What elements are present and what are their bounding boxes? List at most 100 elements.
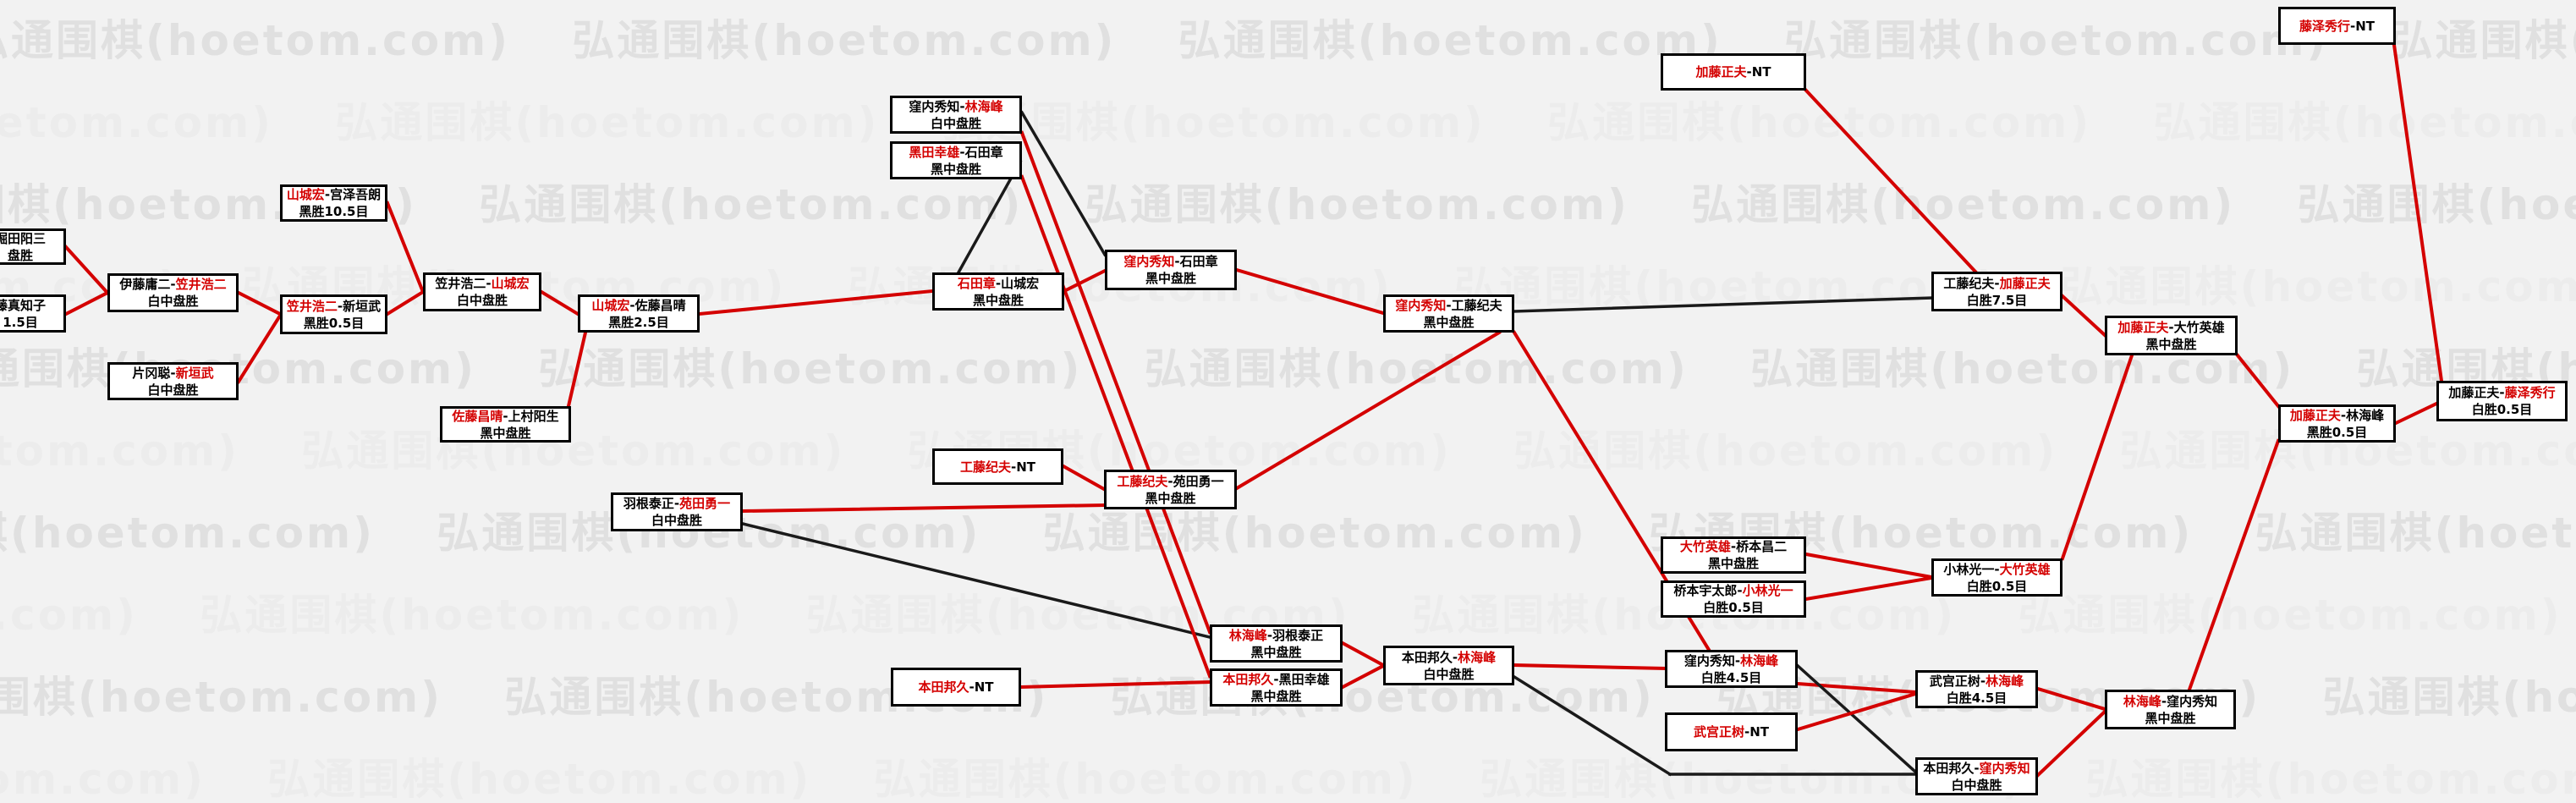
winner-path-line	[1062, 268, 1107, 294]
winner-path-line	[2187, 438, 2281, 692]
watermark-text: 弘通围棋(hoetom.com) 弘通围棋(hoetom.com) 弘通围棋(h…	[0, 426, 2576, 476]
winner-path-line	[539, 289, 580, 316]
match-box-kudo-kato: 工藤纪夫-加藤正夫 白胜7.5目	[1931, 272, 2062, 311]
winner-path-line	[1804, 88, 1978, 274]
player-name: -NT	[1746, 64, 1771, 80]
match-pairing: 桥本宇太郎-小林光一	[1673, 582, 1793, 599]
winner-path-line	[63, 245, 110, 295]
player-name: -黑田幸雄	[1273, 671, 1330, 687]
match-box-rin-hane: 林海峰-羽根泰正 黑中盘胜	[1210, 624, 1343, 663]
match-box-kubouchi-rin-1: 窪内秀知-林海峰 白中盘胜	[890, 96, 1022, 134]
loser-path-line	[1793, 662, 1918, 774]
match-result: 白中盘胜	[930, 115, 981, 131]
winner-path-line	[1340, 641, 1386, 668]
match-result: 白胜4.5目	[1700, 669, 1762, 685]
match-pairing: 武宫正树-林海峰	[1930, 673, 2024, 690]
match-pairing: 工藤纪夫-苑田勇一	[1117, 473, 1223, 490]
match-result: 白中盘胜	[456, 293, 508, 308]
winner-path-line	[1795, 691, 1918, 732]
match-box-kudo-sonoda: 工藤纪夫-苑田勇一 黑中盘胜	[1104, 470, 1237, 509]
match-pairing: 本田邦久-林海峰	[1402, 649, 1496, 666]
player-name: -大竹英雄	[2168, 319, 2225, 335]
winner-path-line	[1234, 267, 1386, 316]
match-box-kato-fujisawa: 加藤正夫-藤泽秀行 白胜0.5目	[2436, 381, 2568, 421]
player-name: 片冈聪-	[132, 365, 176, 381]
winner-path-line	[236, 290, 283, 316]
match-result: 黑胜2.5目	[608, 314, 669, 330]
match-result: 白中盘胜	[1951, 777, 2002, 793]
match-result: 白中盘胜	[147, 294, 199, 309]
winner-path-line	[2235, 353, 2281, 409]
winner-name: 笠井浩二	[286, 298, 338, 314]
winner-path-line	[1019, 130, 1212, 635]
match-box-honda-kuroda: 本田邦久-黑田幸雄 黑中盘胜	[1210, 668, 1343, 707]
match-pairing: 本田邦久-黑田幸雄	[1222, 671, 1329, 688]
player-name: 伊藤庸二-	[119, 277, 176, 292]
match-pairing: 山城宏-佐藤昌晴	[591, 297, 685, 314]
player-name: -石田章	[959, 144, 1003, 160]
match-pairing: 窪内秀知-林海峰	[1684, 652, 1778, 669]
player-name: 本田邦久-	[1923, 760, 1980, 776]
player-name: -桥本昌二	[1730, 539, 1788, 554]
winner-name: 工藤纪夫	[959, 459, 1011, 475]
winner-name: 藤泽秀行	[2504, 385, 2556, 400]
loser-path-line	[1513, 296, 1933, 313]
match-box-kubouchi-kudo: 窪内秀知-工藤纪夫 黑中盘胜	[1383, 294, 1514, 333]
match-pairing: 加藤正夫-藤泽秀行	[2448, 384, 2555, 401]
match-result: 白胜4.5目	[1946, 690, 2008, 706]
winner-name: 本田邦久	[1222, 671, 1274, 687]
winner-name: 本田邦久	[918, 679, 969, 695]
match-box-ishida-yamashiro: 石田章-山城宏 黑中盘胜	[932, 272, 1064, 311]
match-box-kato-nt: 加藤正夫-NT	[1661, 53, 1806, 91]
winner-name: 藤泽秀行	[2299, 18, 2350, 34]
player-name: -佐藤昌晴	[629, 297, 686, 313]
player-name: -上村阳生	[503, 408, 559, 424]
winner-path-line	[1019, 679, 1212, 690]
player-name: -石田章	[1174, 254, 1218, 269]
winner-name: 林海峰	[2123, 693, 2161, 709]
winner-path-line	[2060, 294, 2107, 338]
winner-name: 大竹英雄	[1679, 539, 1731, 554]
player-name: 本田邦久-	[1401, 649, 1458, 665]
match-result: 白胜7.5目	[1966, 292, 2028, 308]
match-box-hane-sonoda: 羽根泰正-苑田勇一 白中盘胜	[611, 492, 743, 531]
match-pairing: 工藤纪夫-加藤正夫	[1943, 275, 2050, 292]
match-pairing: 藤泽秀行-NT	[2299, 18, 2375, 35]
player-name: 桥本宇太郎-	[1673, 583, 1743, 598]
player-name: 笠井浩二-	[435, 276, 492, 291]
winner-name: 苑田勇一	[679, 496, 731, 511]
match-pairing: 羽根泰正-苑田勇一	[623, 495, 730, 512]
match-box-sato-uemura: 佐藤昌晴-上村阳生 黑中盘胜	[440, 406, 571, 443]
winner-name: 加藤正夫	[1695, 64, 1747, 80]
match-pairing: 佐藤昌晴-上村阳生	[452, 408, 558, 425]
match-pairing: 窪内秀知-工藤纪夫	[1395, 297, 1502, 314]
match-result: 黑中盘胜	[2145, 336, 2197, 352]
player-name: -山城宏	[995, 275, 1040, 291]
watermark-text: 弘通围棋(hoetom.com) 弘通围棋(hoetom.com) 弘通围棋(h…	[0, 16, 2576, 65]
match-box-kobayashi-otake: 小林光一-大竹英雄 白胜0.5目	[1931, 558, 2062, 597]
winner-path-line	[740, 503, 1107, 514]
loser-path-line	[956, 159, 1023, 275]
winner-name: 林海峰	[1986, 673, 2024, 689]
winner-name: 石田章	[957, 275, 996, 291]
winner-name: 佐藤昌晴	[452, 408, 503, 424]
match-result: 盘胜	[7, 247, 33, 263]
match-pairing: 窪内秀知-石田章	[1123, 253, 1217, 270]
match-result: 黑中盘胜	[1145, 271, 1196, 286]
match-pairing: 山城宏-宫泽吾朗	[287, 186, 381, 203]
match-pairing: 小林光一-大竹英雄	[1943, 561, 2050, 578]
match-box-honda-kubouchi: 本田邦久-窪内秀知 白中盘胜	[1915, 757, 2038, 795]
match-box-yamashiro-sato: 山城宏-佐藤昌晴 黑胜2.5目	[578, 294, 700, 333]
match-pairing: 笠井浩二-新垣武	[287, 298, 381, 315]
match-pairing: 林海峰-羽根泰正	[1229, 627, 1323, 644]
match-pairing: 加藤正夫-NT	[1695, 63, 1771, 80]
winner-name: 山城宏	[491, 276, 530, 291]
match-pairing: 藤真知子	[0, 297, 46, 314]
match-pairing: 加藤正夫-林海峰	[2290, 407, 2384, 424]
match-result: 白中盘胜	[147, 382, 199, 398]
winner-path-line	[2392, 42, 2444, 383]
winner-path-line	[385, 201, 426, 294]
player-name: 窪内秀知-	[1683, 652, 1741, 668]
player-name: -羽根泰正	[1266, 627, 1324, 643]
